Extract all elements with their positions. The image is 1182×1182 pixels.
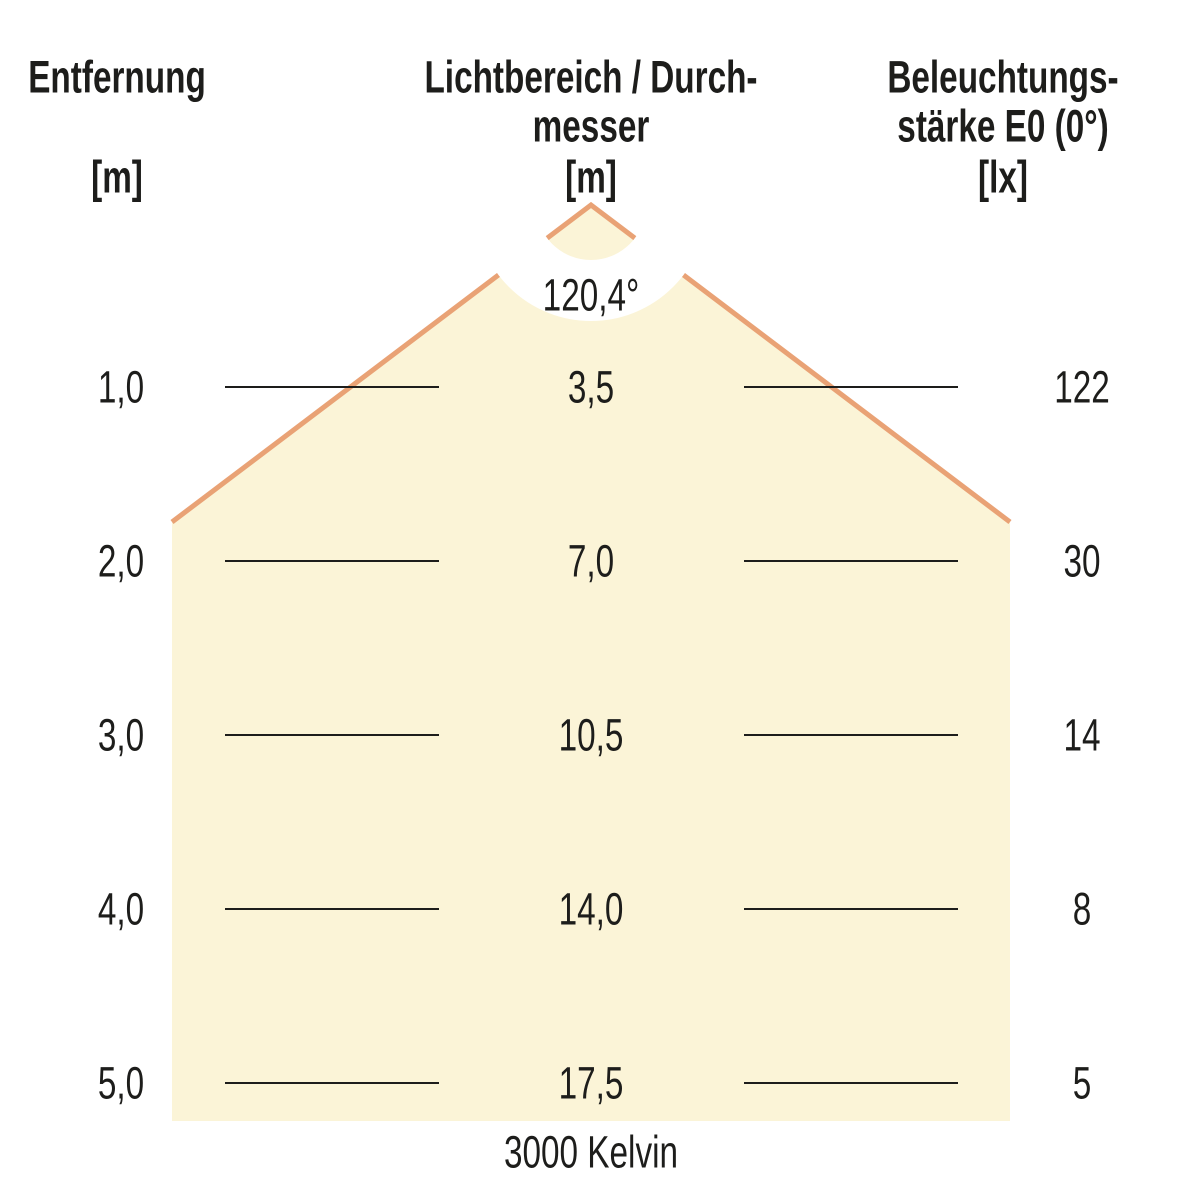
distance-value-4: 4,0 (97, 883, 145, 935)
header-distance-title: Entfernung (28, 51, 206, 103)
header-illuminance-title-2: stärke E0 (0°) (897, 100, 1109, 152)
distance-value-5: 5,0 (97, 1057, 145, 1109)
header-illuminance-title: Beleuchtungs- (887, 51, 1119, 103)
diameter-value-3: 10,5 (558, 709, 624, 761)
color-temperature-label: 3000 Kelvin (503, 1126, 679, 1178)
illuminance-value-4: 8 (1072, 883, 1092, 935)
illuminance-value-5: 5 (1072, 1057, 1092, 1109)
diameter-value-2: 7,0 (567, 535, 615, 587)
diameter-value-1: 3,5 (567, 361, 615, 413)
header-illuminance-unit: [lx] (978, 151, 1028, 203)
header-diameter-title-2: messer (532, 100, 650, 152)
header-diameter-unit: [m] (565, 151, 617, 203)
diameter-value-5: 17,5 (558, 1057, 624, 1109)
distance-value-2: 2,0 (97, 535, 145, 587)
diameter-value-4: 14,0 (558, 883, 624, 935)
header-diameter-title: Lichtbereich / Durch- (424, 51, 758, 103)
beam-angle-value: 120,4° (542, 269, 640, 321)
illuminance-value-1: 122 (1054, 361, 1110, 413)
light-cone-fill (172, 205, 1010, 1121)
header-distance-unit: [m] (91, 151, 143, 203)
illuminance-value-2: 30 (1063, 535, 1101, 587)
distance-value-1: 1,0 (97, 361, 145, 413)
illuminance-value-3: 14 (1063, 709, 1101, 761)
light-cone-edges (170, 201, 1012, 524)
distance-value-3: 3,0 (97, 709, 145, 761)
beam-angle-cutout-band (475, 89, 707, 321)
row-lines (225, 386, 958, 1084)
